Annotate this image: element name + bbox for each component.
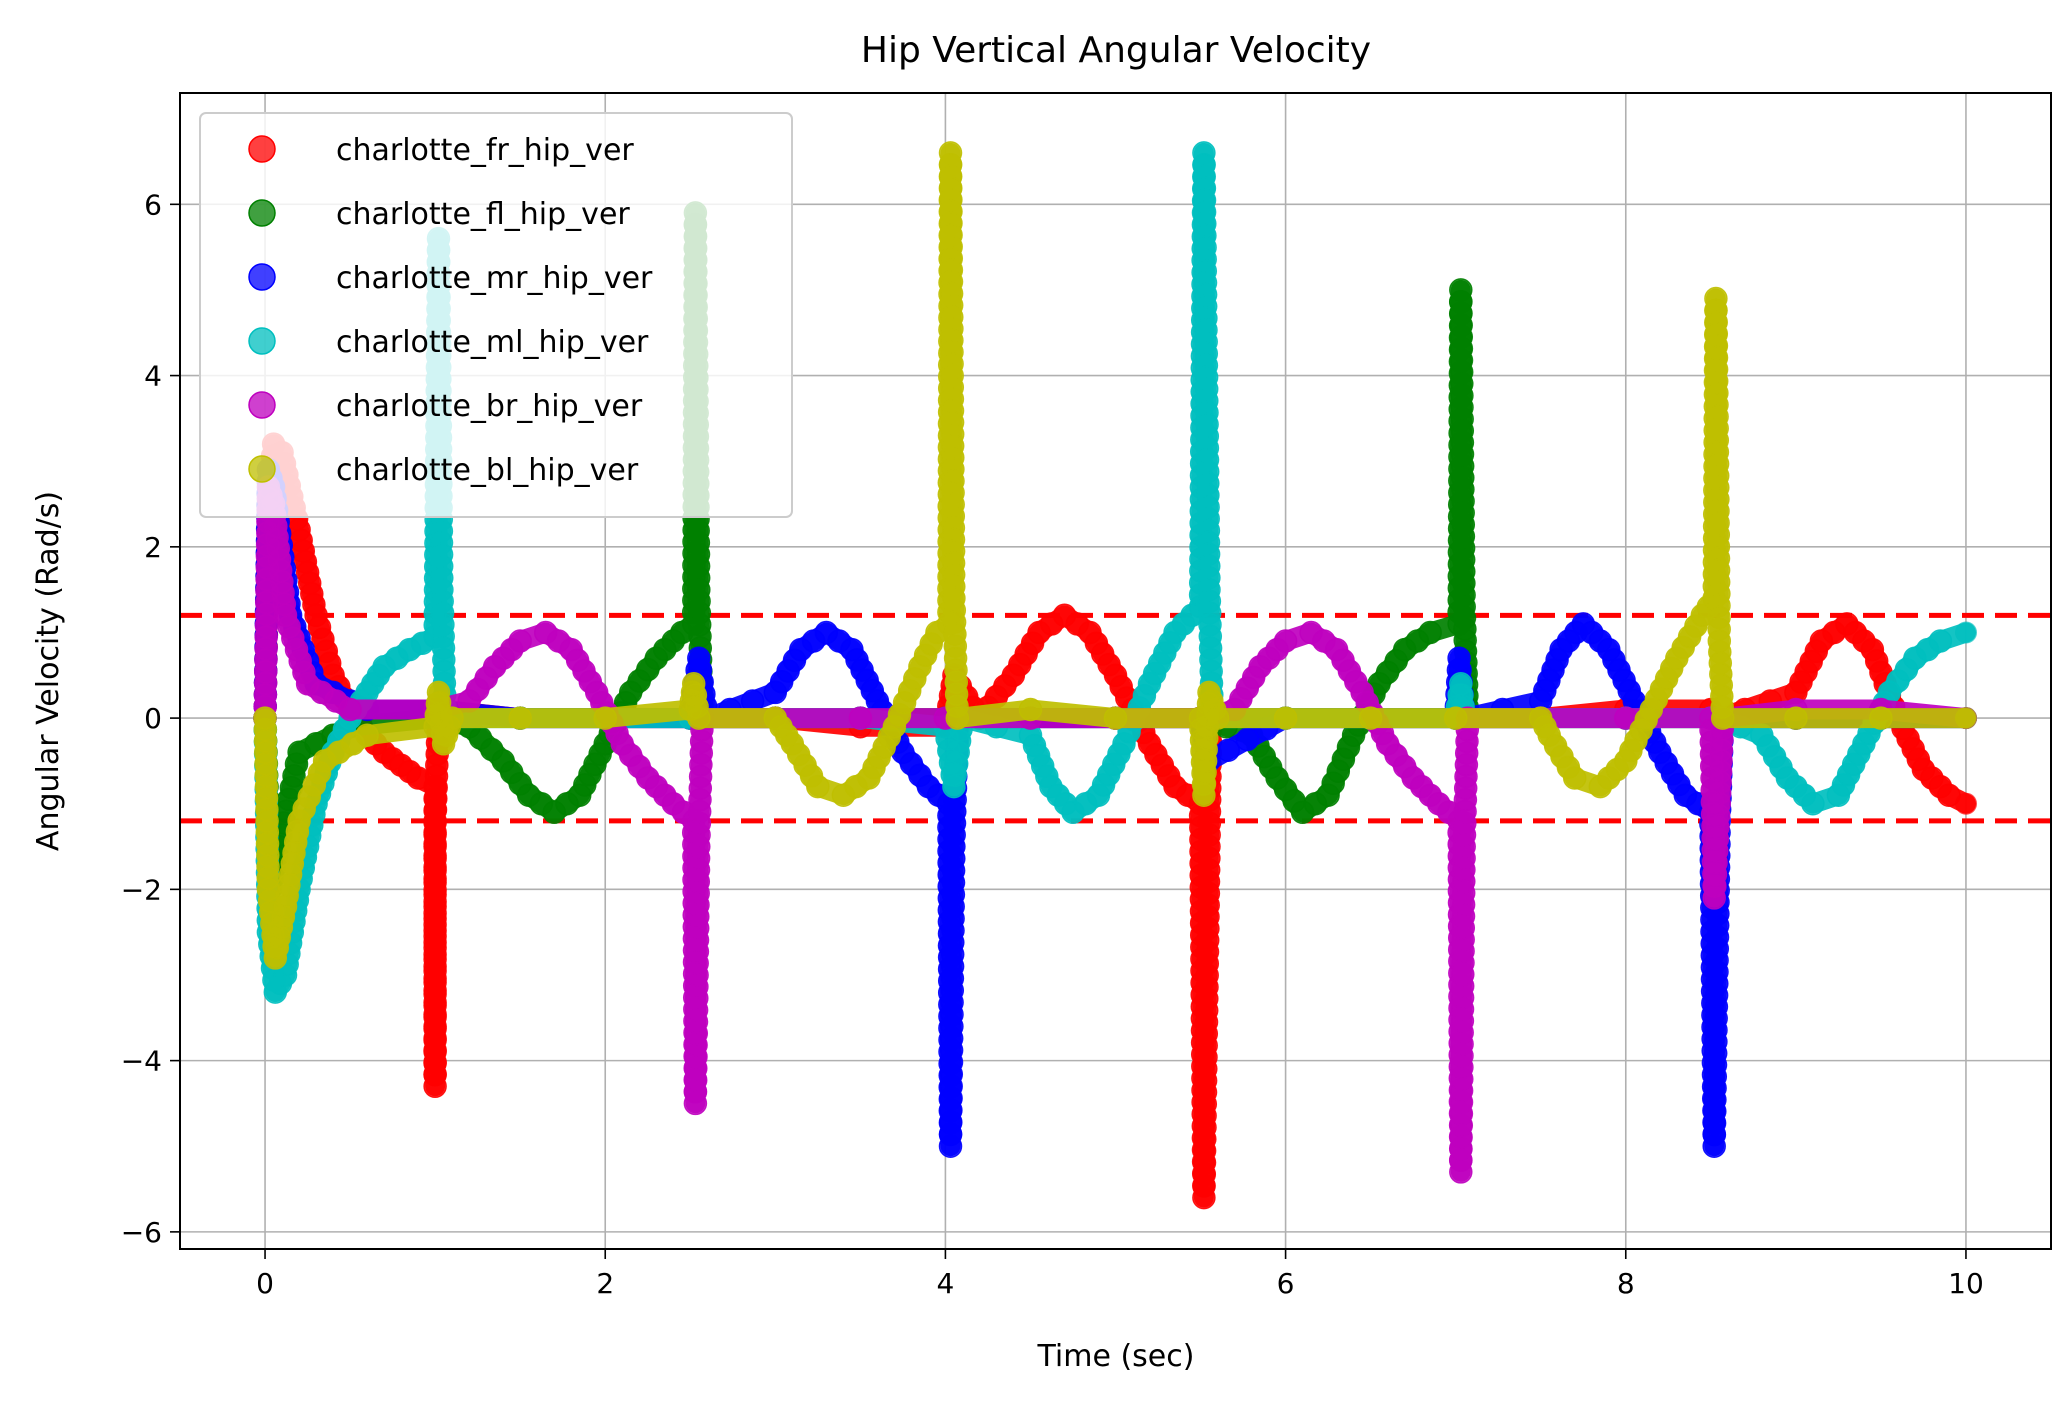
data-point [1216, 738, 1240, 762]
legend-marker [248, 391, 276, 419]
legend-entry: charlotte_mr_hip_ver [336, 261, 653, 296]
data-point [1443, 706, 1468, 730]
data-point [848, 706, 873, 730]
threshold-lines [180, 612, 2051, 824]
data-point [1801, 791, 1825, 816]
legend-box [199, 112, 793, 518]
data-point [1562, 766, 1587, 790]
legend-marker [248, 135, 276, 163]
legend-marker [248, 199, 276, 227]
legend-marker [248, 455, 276, 483]
data-point [508, 629, 532, 653]
x-tick-label: 0 [256, 1267, 274, 1300]
legend-marker [248, 327, 276, 355]
data-point [945, 706, 970, 730]
legend-entry: charlotte_fl_hip_ver [336, 197, 630, 232]
data-point [1955, 707, 1977, 730]
data-point [355, 723, 379, 747]
legend-entry: charlotte_ml_hip_ver [336, 325, 649, 360]
x-tick-label: 10 [1948, 1267, 1984, 1300]
legend-entry: charlotte_bl_hip_ver [336, 453, 639, 488]
legend: charlotte_fr_hip_ver charlotte_fl_hip_ver… [199, 112, 793, 518]
data-point [1418, 620, 1442, 645]
data-point [1358, 706, 1383, 730]
data-point [1784, 706, 1808, 730]
data-point [806, 774, 830, 799]
legend-entry: charlotte_br_hip_ver [336, 389, 643, 424]
data-point [1273, 706, 1298, 730]
data-point [440, 706, 464, 730]
x-axis-label: Time (sec) [1037, 1339, 1195, 1374]
x-tick-label: 4 [936, 1267, 954, 1300]
y-tick-label: −2 [121, 873, 162, 906]
chart-title: Hip Vertical Angular Velocity [861, 30, 1371, 71]
data-point [1205, 706, 1230, 730]
data-point [1018, 697, 1043, 722]
data-point [1710, 706, 1735, 730]
data-point [1273, 629, 1298, 653]
data-point [1928, 629, 1953, 653]
series-charlotte_bl_hip_ver [253, 141, 1977, 970]
legend-entry: charlotte_fr_hip_ver [336, 133, 634, 168]
data-point [593, 706, 617, 730]
x-tick-label: 6 [1277, 1267, 1295, 1300]
legend-marker [248, 263, 276, 291]
y-tick-label: 2 [144, 531, 162, 564]
axis-ticks: 0 2 4 6 8 10 −6 −4 −2 0 2 4 6 [121, 188, 1984, 1300]
data-point [1103, 706, 1128, 730]
y-tick-label: −4 [121, 1045, 162, 1078]
x-tick-label: 8 [1617, 1267, 1635, 1300]
data-point [687, 706, 711, 730]
data-point [1955, 792, 1977, 815]
plot-frame [179, 92, 2052, 1250]
data-point [508, 706, 532, 730]
data-point [1235, 727, 1260, 752]
y-tick-label: 4 [144, 360, 162, 393]
data-point [1955, 621, 1977, 644]
x-tick-label: 2 [596, 1267, 614, 1300]
series-layer [253, 141, 1977, 1210]
data-point [1869, 706, 1893, 730]
y-axis-label: Angular Velocity (Rad/s) [31, 491, 66, 851]
data-point [338, 697, 362, 722]
y-tick-label: 6 [144, 188, 162, 221]
y-tick-label: −6 [121, 1216, 162, 1249]
y-tick-label: 0 [144, 702, 162, 735]
